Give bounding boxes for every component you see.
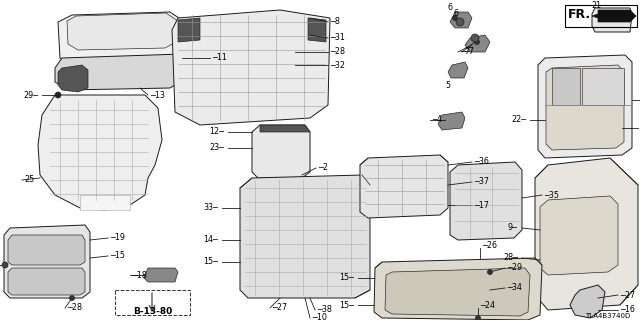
Text: ─36: ─36 (474, 157, 489, 166)
Polygon shape (308, 18, 326, 42)
Text: 12─: 12─ (209, 127, 224, 137)
Text: ─15: ─15 (110, 252, 125, 260)
Circle shape (55, 92, 61, 98)
Polygon shape (552, 68, 580, 105)
Text: ─34: ─34 (507, 284, 522, 292)
Polygon shape (178, 18, 200, 42)
Text: 6: 6 (454, 9, 458, 18)
Text: 15─: 15─ (339, 274, 354, 283)
Text: ─29: ─29 (507, 263, 522, 273)
Polygon shape (592, 10, 636, 22)
Text: ─26: ─26 (482, 241, 497, 250)
Text: B-13-80: B-13-80 (133, 308, 173, 316)
Circle shape (471, 34, 479, 42)
Polygon shape (438, 112, 465, 130)
Circle shape (474, 39, 479, 44)
Text: ─27: ─27 (620, 291, 635, 300)
Text: ─2: ─2 (318, 164, 328, 172)
Text: ─16: ─16 (620, 306, 635, 315)
Polygon shape (58, 65, 88, 92)
Polygon shape (535, 158, 638, 310)
Text: ─31: ─31 (330, 34, 345, 43)
Polygon shape (8, 268, 85, 295)
Text: 33─: 33─ (203, 204, 218, 212)
Polygon shape (450, 12, 472, 28)
Text: TLA4B3740D: TLA4B3740D (585, 313, 630, 319)
Text: ─27: ─27 (272, 303, 287, 313)
Text: ─38: ─38 (317, 306, 332, 315)
Polygon shape (8, 235, 85, 265)
Bar (115, 290, 190, 315)
Text: ─35: ─35 (544, 190, 559, 199)
Polygon shape (385, 268, 530, 316)
Bar (565, 5, 637, 27)
Text: ─28: ─28 (330, 47, 345, 57)
Polygon shape (360, 155, 448, 218)
Text: 6: 6 (447, 4, 452, 12)
Polygon shape (58, 12, 185, 68)
Text: 5: 5 (445, 81, 451, 90)
Polygon shape (80, 195, 130, 210)
Text: 23─: 23─ (209, 143, 224, 153)
Polygon shape (55, 54, 185, 90)
Text: 15─: 15─ (339, 300, 354, 309)
Circle shape (2, 262, 8, 268)
Text: ─18: ─18 (132, 270, 147, 279)
Text: ─24: ─24 (480, 300, 495, 309)
Text: 22─: 22─ (511, 116, 526, 124)
Text: ─32: ─32 (330, 60, 345, 69)
Text: 28─: 28─ (503, 253, 518, 262)
Text: ─19: ─19 (110, 234, 125, 243)
Text: ─10: ─10 (312, 314, 327, 320)
Circle shape (456, 18, 464, 26)
Text: ─11: ─11 (212, 53, 227, 62)
Text: ─4: ─4 (432, 116, 442, 124)
Text: 15─: 15─ (203, 258, 218, 267)
Polygon shape (240, 175, 370, 298)
Text: ─37: ─37 (474, 178, 489, 187)
Text: ─28: ─28 (67, 303, 82, 313)
Text: ─7: ─7 (460, 47, 470, 57)
Polygon shape (546, 65, 624, 150)
Text: ─17: ─17 (474, 201, 489, 210)
Polygon shape (38, 95, 162, 210)
Text: 29─: 29─ (23, 91, 38, 100)
Text: FR.: FR. (568, 7, 591, 20)
Polygon shape (172, 10, 330, 125)
Text: ─7: ─7 (464, 47, 474, 57)
Polygon shape (592, 8, 632, 32)
Text: 9─: 9─ (508, 223, 518, 233)
Polygon shape (582, 68, 624, 105)
Polygon shape (538, 55, 632, 158)
Polygon shape (4, 225, 90, 298)
Polygon shape (144, 268, 178, 282)
Polygon shape (67, 13, 178, 50)
Polygon shape (465, 35, 490, 52)
Polygon shape (374, 258, 542, 320)
Polygon shape (252, 125, 310, 178)
Polygon shape (260, 125, 310, 132)
Circle shape (476, 316, 481, 320)
Circle shape (488, 269, 493, 275)
Circle shape (452, 15, 458, 20)
Polygon shape (540, 196, 618, 275)
Text: 25: 25 (24, 175, 35, 185)
Polygon shape (448, 62, 468, 78)
Polygon shape (450, 162, 522, 240)
Text: 14─: 14─ (203, 236, 218, 244)
Text: 21: 21 (591, 1, 601, 10)
Circle shape (70, 295, 74, 300)
Text: ─13: ─13 (150, 91, 165, 100)
Text: ─8: ─8 (330, 18, 340, 27)
Polygon shape (570, 285, 605, 318)
